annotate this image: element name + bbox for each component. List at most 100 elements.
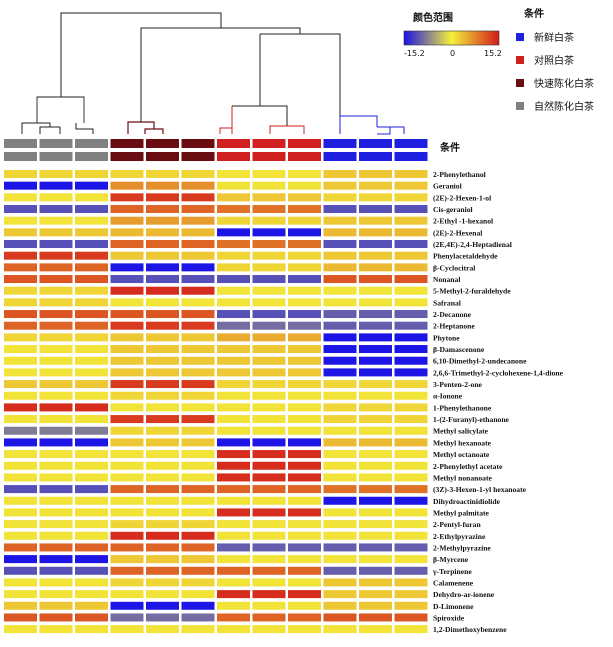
row-label: 2-Phenylethyl acetate	[433, 462, 503, 471]
heatmap-cell	[394, 613, 428, 622]
heatmap-cell	[217, 461, 250, 470]
heatmap-cell	[323, 251, 357, 260]
heatmap-cell	[252, 356, 286, 365]
heatmap-cell	[110, 543, 144, 552]
row-labels: 2-Phenylethanol Geraniol (2E)-2-Hexen-1-ol…	[432, 170, 564, 634]
heatmap-cell	[75, 240, 108, 249]
heatmap-cell	[4, 625, 37, 634]
heatmap-cell	[110, 263, 144, 272]
heatmap-cell	[146, 415, 179, 424]
heatmap-cell	[288, 625, 321, 634]
heatmap-cell	[110, 251, 144, 260]
heatmap-cell	[110, 170, 144, 178]
heatmap-cell	[252, 205, 286, 214]
heatmap-cell	[252, 543, 286, 552]
heatmap-cell	[4, 461, 37, 470]
row-label: α-Ionone	[433, 392, 463, 401]
condition-legend-swatch	[516, 79, 524, 87]
heatmap-cell	[110, 601, 144, 610]
heatmap-cell	[288, 485, 321, 494]
heatmap-cell	[39, 485, 73, 494]
heatmap-cell	[217, 228, 250, 237]
heatmap-cell	[146, 193, 179, 202]
heatmap-cell	[323, 380, 357, 389]
heatmap-cell	[252, 286, 286, 295]
heatmap-cell	[252, 450, 286, 459]
heatmap-cell	[217, 450, 250, 459]
heatmap-cell	[181, 345, 215, 354]
heatmap-cell	[394, 228, 428, 237]
heatmap-cell	[4, 613, 37, 622]
heatmap-cell	[394, 543, 428, 552]
heatmap-cell	[323, 601, 357, 610]
heatmap-cell	[217, 205, 250, 214]
heatmap-cell	[323, 368, 357, 377]
heatmap-cell	[288, 380, 321, 389]
heatmap-cell	[110, 391, 144, 400]
heatmap-cell	[217, 625, 250, 634]
heatmap-cell	[252, 485, 286, 494]
heatmap-cell	[4, 286, 37, 295]
heatmap-cell	[181, 496, 215, 505]
heatmap-cell	[217, 438, 250, 447]
condition-strip-cell	[39, 139, 73, 148]
heatmap-cell	[181, 613, 215, 622]
row-label: 2-Ethylpyrazine	[433, 532, 486, 541]
heatmap-cell	[75, 310, 108, 319]
heatmap-cell	[359, 263, 392, 272]
heatmap-cell	[39, 298, 73, 307]
heatmap-cell	[75, 263, 108, 272]
row-label: Calamenene	[433, 578, 474, 587]
heatmap-cell	[75, 205, 108, 214]
heatmap-cell	[110, 415, 144, 424]
heatmap-cell	[110, 321, 144, 330]
heatmap-cell	[252, 391, 286, 400]
heatmap-cell	[288, 461, 321, 470]
heatmap-cell	[394, 578, 428, 587]
heatmap-cell	[288, 520, 321, 529]
heatmap-cell	[181, 543, 215, 552]
heatmap-cell	[359, 520, 392, 529]
heatmap-cell	[75, 391, 108, 400]
condition-strip-cell	[323, 152, 357, 161]
heatmap-cell	[146, 263, 179, 272]
heatmap-cell	[4, 403, 37, 412]
heatmap-cell	[323, 461, 357, 470]
heatmap-cell	[394, 251, 428, 260]
heatmap-cell	[217, 415, 250, 424]
heatmap-cell	[4, 205, 37, 214]
heatmap-cell	[217, 333, 250, 342]
heatmap-cell	[75, 496, 108, 505]
heatmap-cell	[146, 181, 179, 190]
heatmap-cell	[359, 205, 392, 214]
heatmap-cell	[110, 531, 144, 540]
condition-strip-cell	[217, 139, 250, 148]
heatmap-cell	[217, 310, 250, 319]
heatmap-cell	[110, 450, 144, 459]
heatmap-cell	[110, 216, 144, 225]
heatmap-cells	[4, 170, 428, 634]
heatmap-cell	[110, 205, 144, 214]
heatmap-cell	[75, 485, 108, 494]
heatmap-cell	[75, 578, 108, 587]
row-label: Dihydroactinidiolide	[433, 497, 501, 506]
heatmap-cell	[217, 356, 250, 365]
condition-strip-cell	[75, 139, 108, 148]
heatmap-cell	[359, 613, 392, 622]
heatmap-cell	[110, 286, 144, 295]
row-label: 3-Penten-2-one	[433, 380, 483, 389]
heatmap-cell	[288, 170, 321, 178]
heatmap-cell	[217, 216, 250, 225]
heatmap-cell	[252, 578, 286, 587]
heatmap-cell	[359, 426, 392, 435]
heatmap-cell	[288, 321, 321, 330]
heatmap-cell	[288, 601, 321, 610]
heatmap-cell	[217, 508, 250, 517]
heatmap-cell	[394, 590, 428, 599]
row-label: Safranal	[433, 298, 461, 307]
heatmap-cell	[110, 520, 144, 529]
heatmap-cell	[359, 240, 392, 249]
heatmap-cell	[75, 380, 108, 389]
heatmap-cell	[4, 333, 37, 342]
